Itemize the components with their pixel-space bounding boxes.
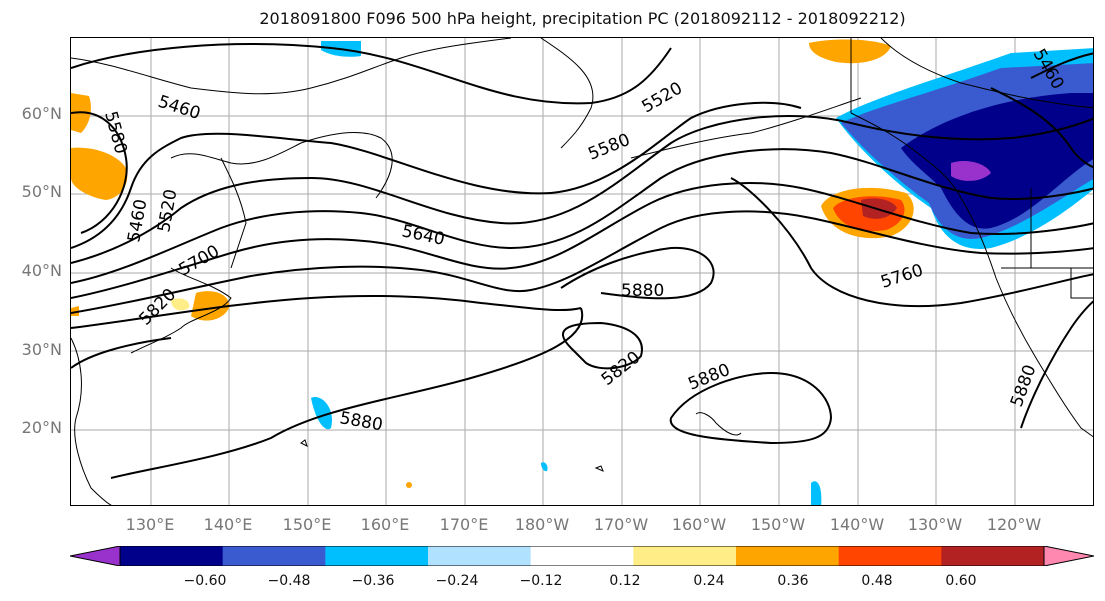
colorbar-cell-6: [633, 546, 737, 566]
colorbar-under-arrow: [70, 546, 121, 566]
contour-label-5580-pacific: 5580: [585, 130, 633, 165]
contour-label-5640: 5640: [400, 221, 446, 250]
colorbar-cell-4: [428, 546, 532, 566]
colorbar-cell-1: [120, 546, 224, 566]
contour-label-5880-hawaii: 5880: [685, 360, 733, 395]
lat-label-30n: 30°N: [21, 340, 62, 359]
map-panel: 5460 5580 5460 5520 5700 5820 5580 5520 …: [70, 37, 1094, 506]
lon-label-160w: 160°W: [671, 515, 727, 534]
colorbar-cell-5: [530, 546, 634, 566]
lat-label-50n: 50°N: [21, 182, 62, 201]
colorbar-over-arrow: [1043, 546, 1094, 566]
graticule: [71, 38, 1093, 505]
contour-label-5760: 5760: [878, 260, 925, 292]
contour-label-5460-asia: 5460: [124, 198, 151, 244]
colorbar: [70, 546, 1094, 566]
lon-label-130w: 130°W: [907, 515, 963, 534]
colorbar-cell-2: [222, 546, 326, 566]
lat-label-40n: 40°N: [21, 261, 62, 280]
lon-label-130e: 130°E: [125, 515, 175, 534]
colorbar-cell-9: [941, 546, 1045, 566]
lon-label-170e: 170°E: [439, 515, 489, 534]
lon-label-160e: 160°E: [360, 515, 410, 534]
lon-label-180w: 180°W: [514, 515, 570, 534]
lon-label-150w: 150°W: [750, 515, 806, 534]
contour-label-5820-japan: 5820: [135, 285, 180, 330]
colorbar-tick-1: −0.60: [183, 573, 227, 589]
colorbar-cell-3: [325, 546, 429, 566]
colorbar-cell-8: [838, 546, 942, 566]
lon-label-140e: 140°E: [203, 515, 253, 534]
colorbar-tick-2: −0.48: [267, 573, 311, 589]
contour-label-5880-east: 5880: [1007, 362, 1041, 409]
colorbar-tick-5: −0.12: [519, 573, 563, 589]
colorbar-tick-7: 0.24: [693, 573, 725, 589]
contour-label-5520-pacific: 5520: [639, 78, 686, 117]
contour-label-5880-central: 5880: [621, 281, 664, 301]
lat-label-20n: 20°N: [21, 418, 62, 437]
colorbar-tick-6: 0.12: [609, 573, 641, 589]
colorbar-cells: [120, 546, 1045, 566]
map-title: 2018091800 F096 500 hPa height, precipit…: [259, 9, 906, 28]
colorbar-tick-4: −0.24: [435, 573, 479, 589]
contour-label-5460-west: 5460: [155, 92, 202, 124]
lon-label-150e: 150°E: [282, 515, 332, 534]
contour-label-5700: 5700: [176, 241, 223, 280]
contour-label-5820-central: 5820: [598, 348, 644, 390]
lon-label-120w: 120°W: [986, 515, 1042, 534]
colorbar-tick-8: 0.36: [777, 573, 809, 589]
lon-label-140w: 140°W: [829, 515, 885, 534]
map-svg: 5460 5580 5460 5520 5700 5820 5580 5520 …: [71, 38, 1093, 505]
contour-label-5880-southwest: 5880: [338, 408, 384, 435]
lon-label-170w: 170°W: [593, 515, 649, 534]
height-contours: [71, 43, 1093, 479]
colorbar-tick-9: 0.48: [861, 573, 893, 589]
contour-label-5520-asia: 5520: [154, 188, 181, 234]
colorbar-tick-10: 0.60: [945, 573, 977, 589]
lat-label-60n: 60°N: [21, 104, 62, 123]
colorbar-tick-3: −0.36: [351, 573, 395, 589]
colorbar-cell-7: [736, 546, 840, 566]
